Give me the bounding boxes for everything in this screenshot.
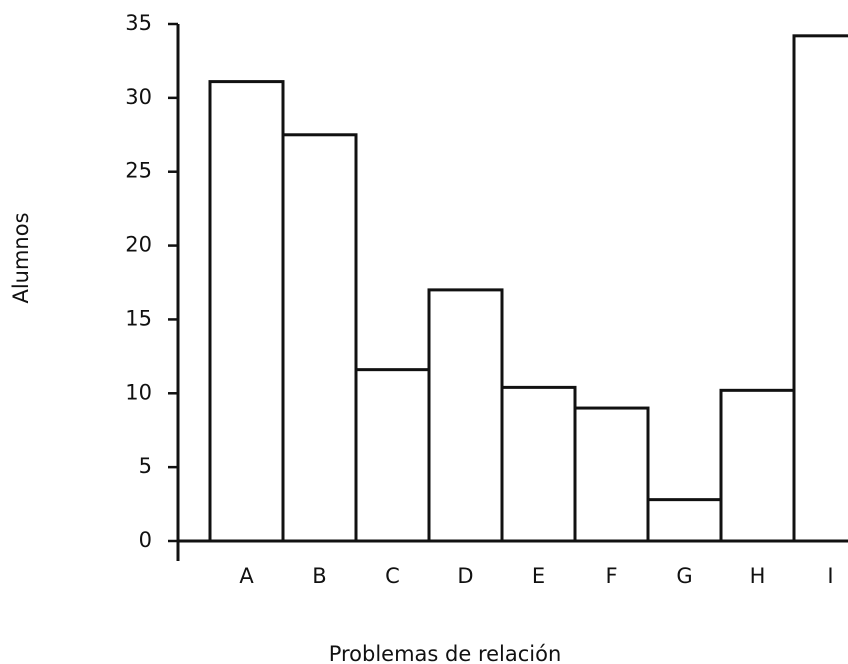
x-tick-label: D: [457, 564, 473, 588]
y-tick-label: 5: [139, 454, 152, 478]
x-axis-label: Problemas de relación: [329, 642, 562, 664]
y-tick-label: 15: [125, 306, 152, 330]
y-tick-label: 30: [125, 85, 152, 109]
bar: [500, 385, 577, 543]
bar: [354, 368, 431, 543]
x-tick-label: E: [532, 564, 545, 588]
x-tick-label: B: [312, 564, 326, 588]
x-tick-label: A: [239, 564, 254, 588]
x-tick-label: G: [676, 564, 692, 588]
x-tick-label: I: [827, 564, 833, 588]
bar: [719, 388, 796, 543]
y-tick-label: 20: [125, 233, 152, 257]
bar: [646, 498, 723, 543]
bar: [573, 406, 650, 543]
y-tick-label: 35: [125, 11, 152, 35]
y-tick-label: 10: [125, 380, 152, 404]
x-tick-label: C: [385, 564, 400, 588]
y-tick-label: 25: [125, 159, 152, 183]
x-tick-label: F: [605, 564, 617, 588]
bar: [281, 133, 358, 543]
y-tick-label: 0: [139, 528, 152, 552]
bar: [427, 288, 504, 543]
bar: [792, 34, 848, 543]
bar: [208, 80, 285, 543]
y-axis-label: Alumnos: [9, 212, 33, 303]
x-tick-label: H: [750, 564, 766, 588]
